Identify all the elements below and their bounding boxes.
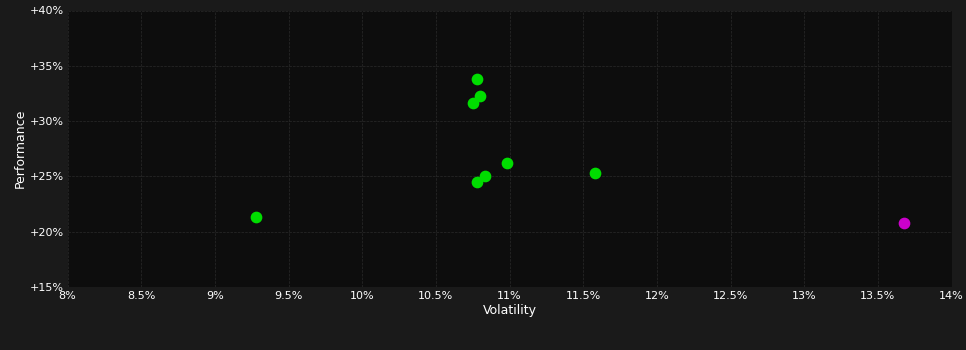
Point [498, 160, 514, 166]
Y-axis label: Performance: Performance [14, 109, 26, 188]
Point [587, 170, 603, 176]
Point [469, 179, 485, 185]
Point [472, 93, 488, 98]
X-axis label: Volatility: Volatility [483, 304, 536, 317]
Point [896, 220, 912, 226]
Point [469, 76, 485, 82]
Point [477, 174, 493, 179]
Point [465, 100, 480, 106]
Point [248, 215, 264, 220]
